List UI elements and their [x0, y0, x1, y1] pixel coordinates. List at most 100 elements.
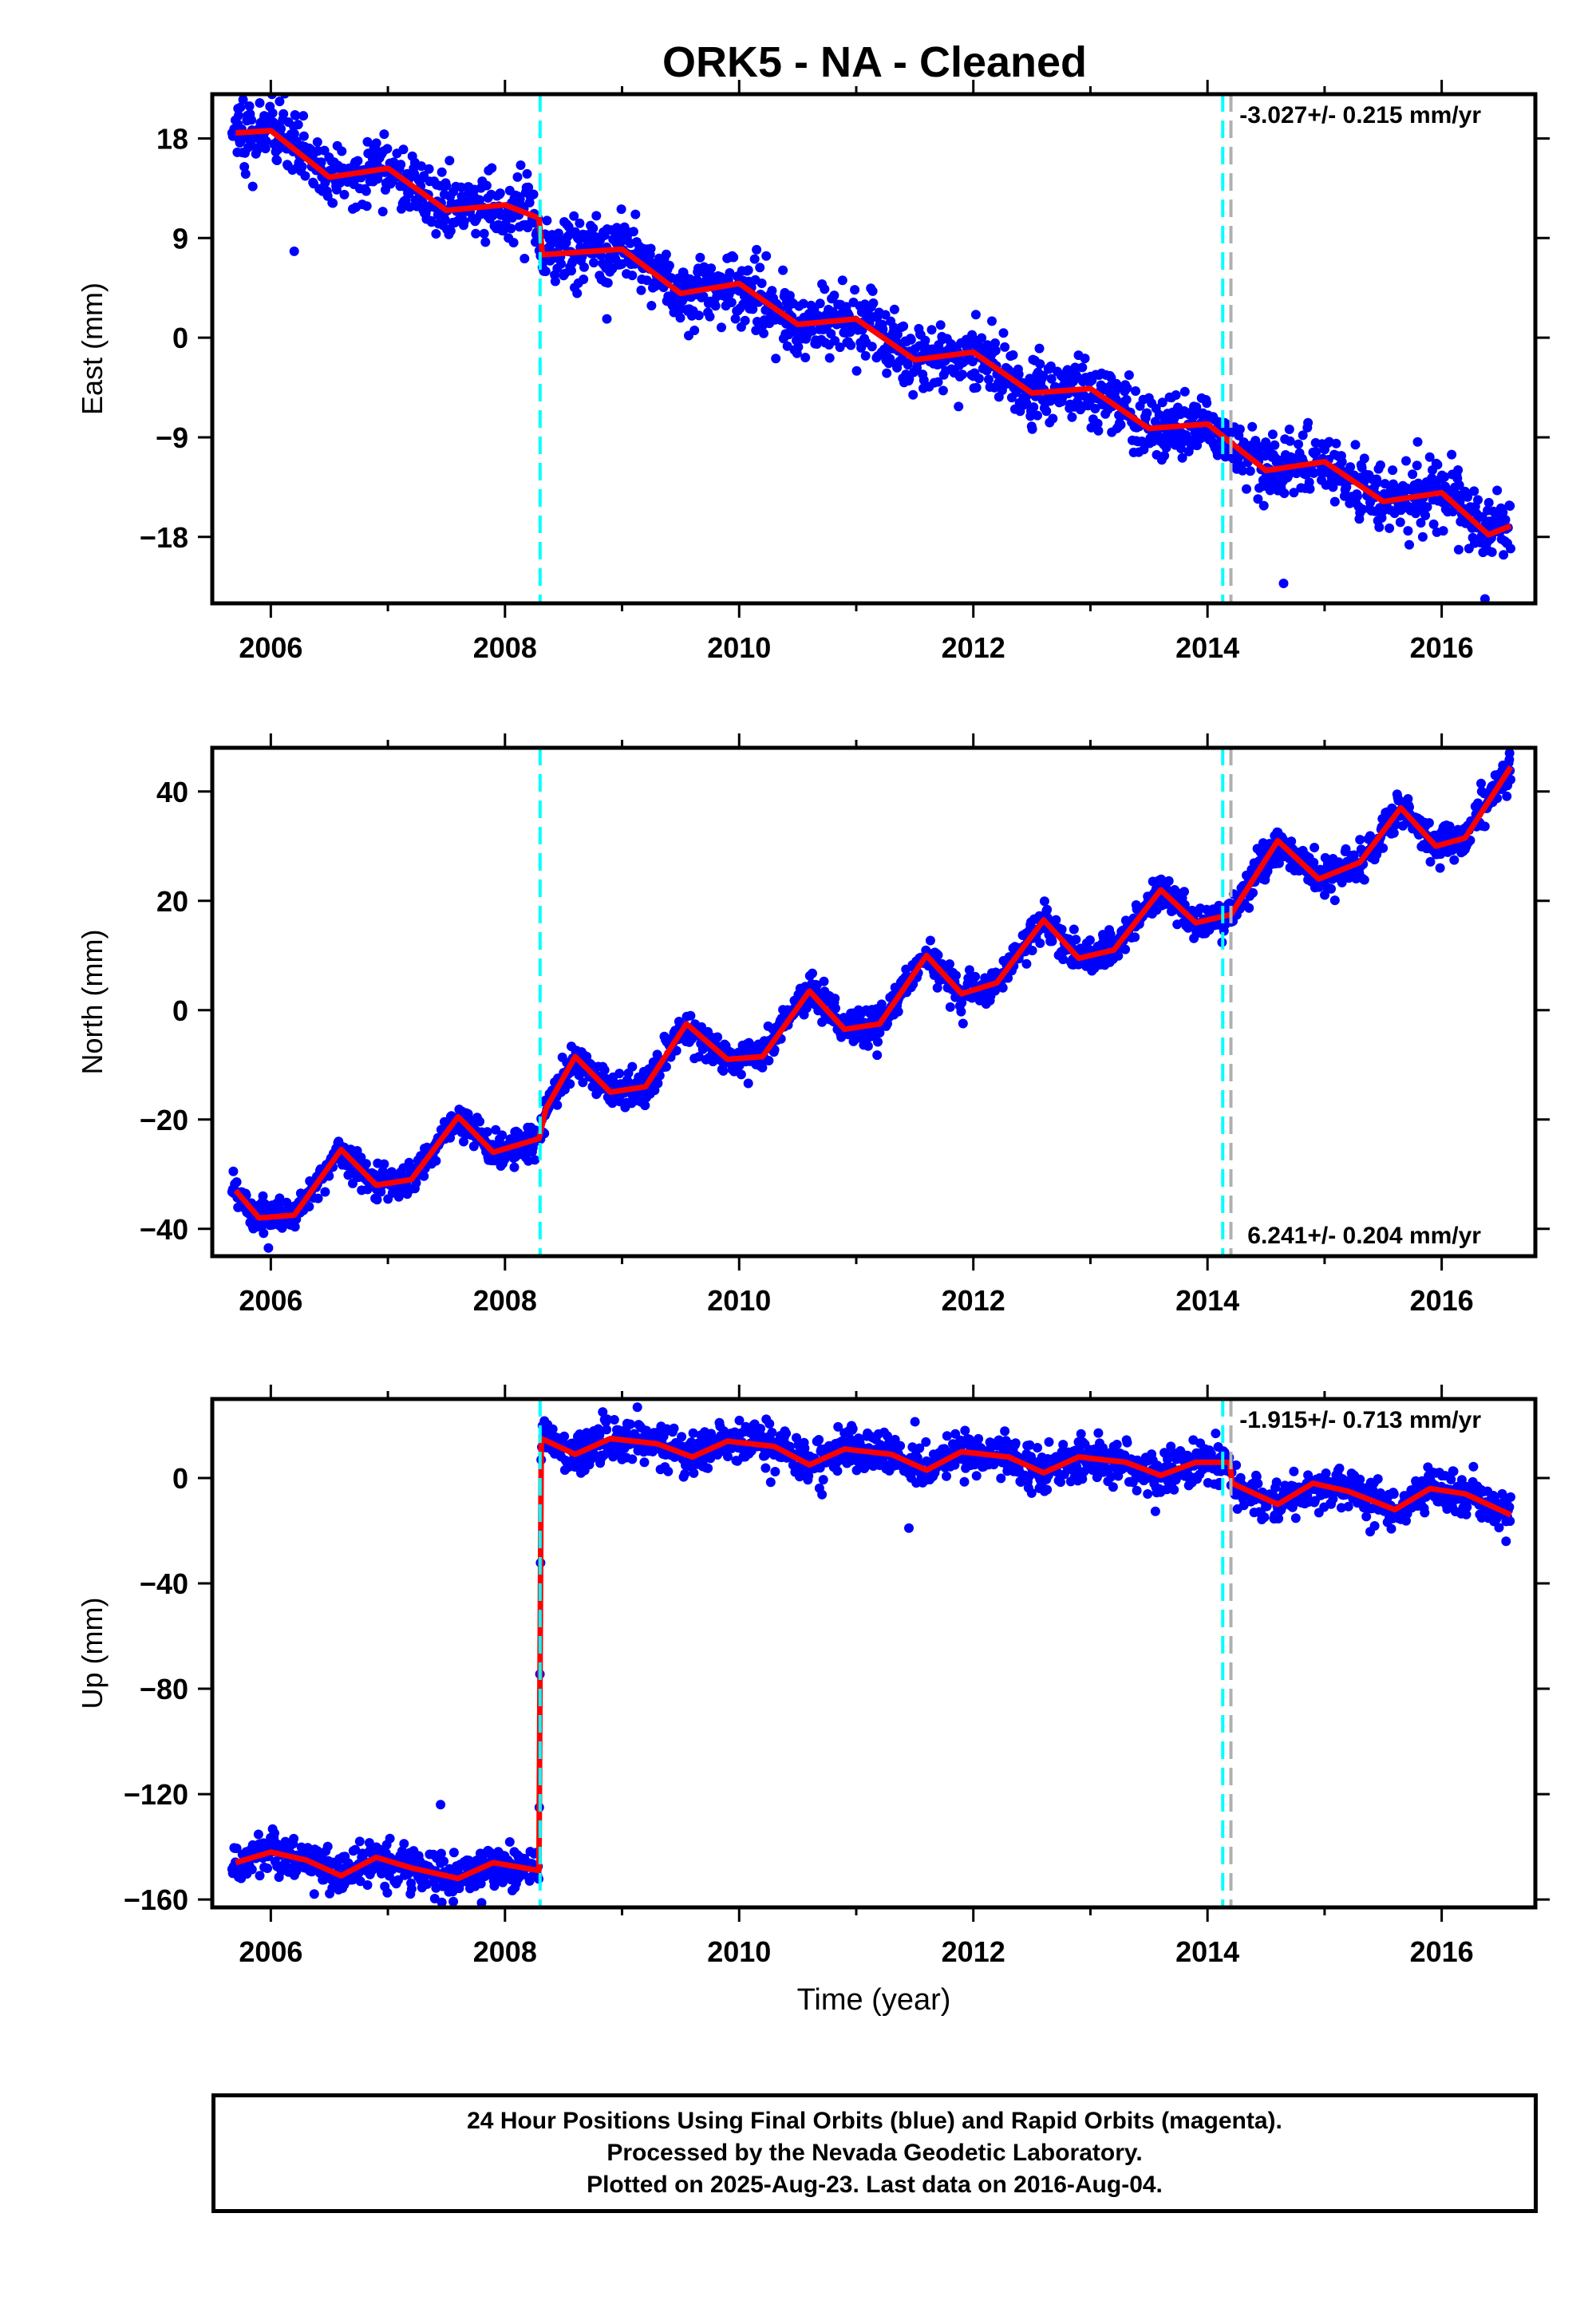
- data-point: [279, 109, 289, 119]
- data-point: [1027, 946, 1037, 955]
- data-point: [440, 215, 450, 225]
- data-point: [512, 172, 523, 182]
- data-point: [703, 1463, 713, 1473]
- data-point: [883, 1431, 892, 1441]
- data-point: [275, 1193, 285, 1203]
- data-point: [1069, 924, 1079, 935]
- data-point: [567, 266, 576, 276]
- data-point: [685, 1010, 696, 1021]
- data-point: [482, 1127, 492, 1137]
- data-point: [578, 1077, 588, 1088]
- data-point: [588, 223, 598, 233]
- data-point: [661, 1061, 671, 1072]
- data-point: [508, 238, 519, 247]
- data-point: [671, 1045, 681, 1056]
- data-point: [1041, 406, 1052, 417]
- data-point: [1432, 460, 1443, 470]
- data-point: [1137, 437, 1147, 446]
- data-point: [247, 1864, 257, 1875]
- data-point: [760, 1463, 771, 1473]
- data-point: [970, 310, 981, 320]
- east-x-tick-label: 2008: [473, 631, 537, 664]
- data-point: [362, 1880, 373, 1890]
- data-point: [1179, 887, 1189, 897]
- data-point: [459, 1136, 468, 1147]
- north-rate-label: 6.241+/- 0.204 mm/yr: [1247, 1223, 1481, 1249]
- data-point: [640, 1101, 650, 1111]
- east-x-tick-label: 2012: [942, 631, 1005, 664]
- data-point-outlier: [1479, 594, 1490, 603]
- data-point: [275, 97, 285, 107]
- data-point: [1116, 420, 1126, 430]
- data-point: [1034, 343, 1045, 354]
- data-point: [984, 374, 994, 385]
- data-point: [935, 320, 946, 330]
- data-point: [1453, 465, 1464, 475]
- data-point: [382, 144, 393, 154]
- data-point: [748, 304, 758, 314]
- data-point: [998, 982, 1008, 993]
- data-point: [967, 357, 978, 366]
- data-point: [1286, 836, 1297, 847]
- east-x-tick-label: 2016: [1410, 631, 1474, 664]
- data-point: [630, 209, 641, 219]
- data-point: [1267, 429, 1278, 440]
- data-point: [677, 1432, 687, 1442]
- data-point: [1122, 383, 1132, 393]
- data-point: [695, 252, 705, 263]
- data-point: [361, 186, 371, 196]
- north-data-points: [227, 748, 1515, 1253]
- data-point: [1047, 936, 1057, 947]
- data-point: [675, 313, 685, 323]
- data-point: [1395, 517, 1405, 528]
- data-point: [320, 1187, 330, 1197]
- data-point: [998, 328, 1009, 338]
- data-point: [304, 1201, 314, 1211]
- data-point: [764, 1419, 775, 1429]
- data-point: [616, 204, 626, 215]
- data-point: [730, 314, 741, 324]
- data-point: [595, 1430, 605, 1441]
- data-point: [419, 1171, 429, 1181]
- data-point: [563, 222, 574, 232]
- data-point: [1449, 855, 1460, 865]
- data-point: [1473, 495, 1483, 505]
- data-point: [899, 321, 909, 331]
- data-point: [970, 971, 981, 982]
- data-point: [1401, 456, 1411, 466]
- data-point: [553, 228, 563, 239]
- east-data-points: [227, 94, 1515, 603]
- data-point: [312, 137, 322, 147]
- data-point: [1337, 456, 1347, 467]
- data-point: [255, 98, 265, 108]
- data-point: [448, 1896, 459, 1907]
- data-point: [663, 1466, 674, 1476]
- data-point: [602, 1414, 612, 1425]
- data-point: [1021, 398, 1032, 409]
- data-point: [1120, 944, 1131, 954]
- data-point: [767, 286, 777, 296]
- data-point: [1372, 477, 1382, 488]
- data-point: [238, 95, 248, 105]
- data-point: [1331, 438, 1341, 449]
- chart-title: ORK5 - NA - Cleaned: [662, 38, 1087, 86]
- data-point: [1389, 828, 1399, 838]
- data-point: [1417, 532, 1428, 542]
- data-point: [530, 1155, 540, 1165]
- data-point: [910, 1417, 920, 1427]
- data-point: [350, 1844, 361, 1855]
- data-point: [1479, 821, 1490, 832]
- data-point: [298, 131, 309, 141]
- data-point: [1177, 453, 1187, 463]
- data-point: [959, 1476, 970, 1487]
- data-point: [559, 1431, 570, 1441]
- data-point: [1142, 408, 1152, 418]
- data-point: [456, 182, 466, 192]
- data-point: [273, 144, 283, 154]
- data-point: [497, 1130, 508, 1140]
- data-point: [267, 108, 278, 118]
- data-point: [476, 1898, 487, 1907]
- data-point: [646, 243, 656, 254]
- data-point: [636, 285, 646, 295]
